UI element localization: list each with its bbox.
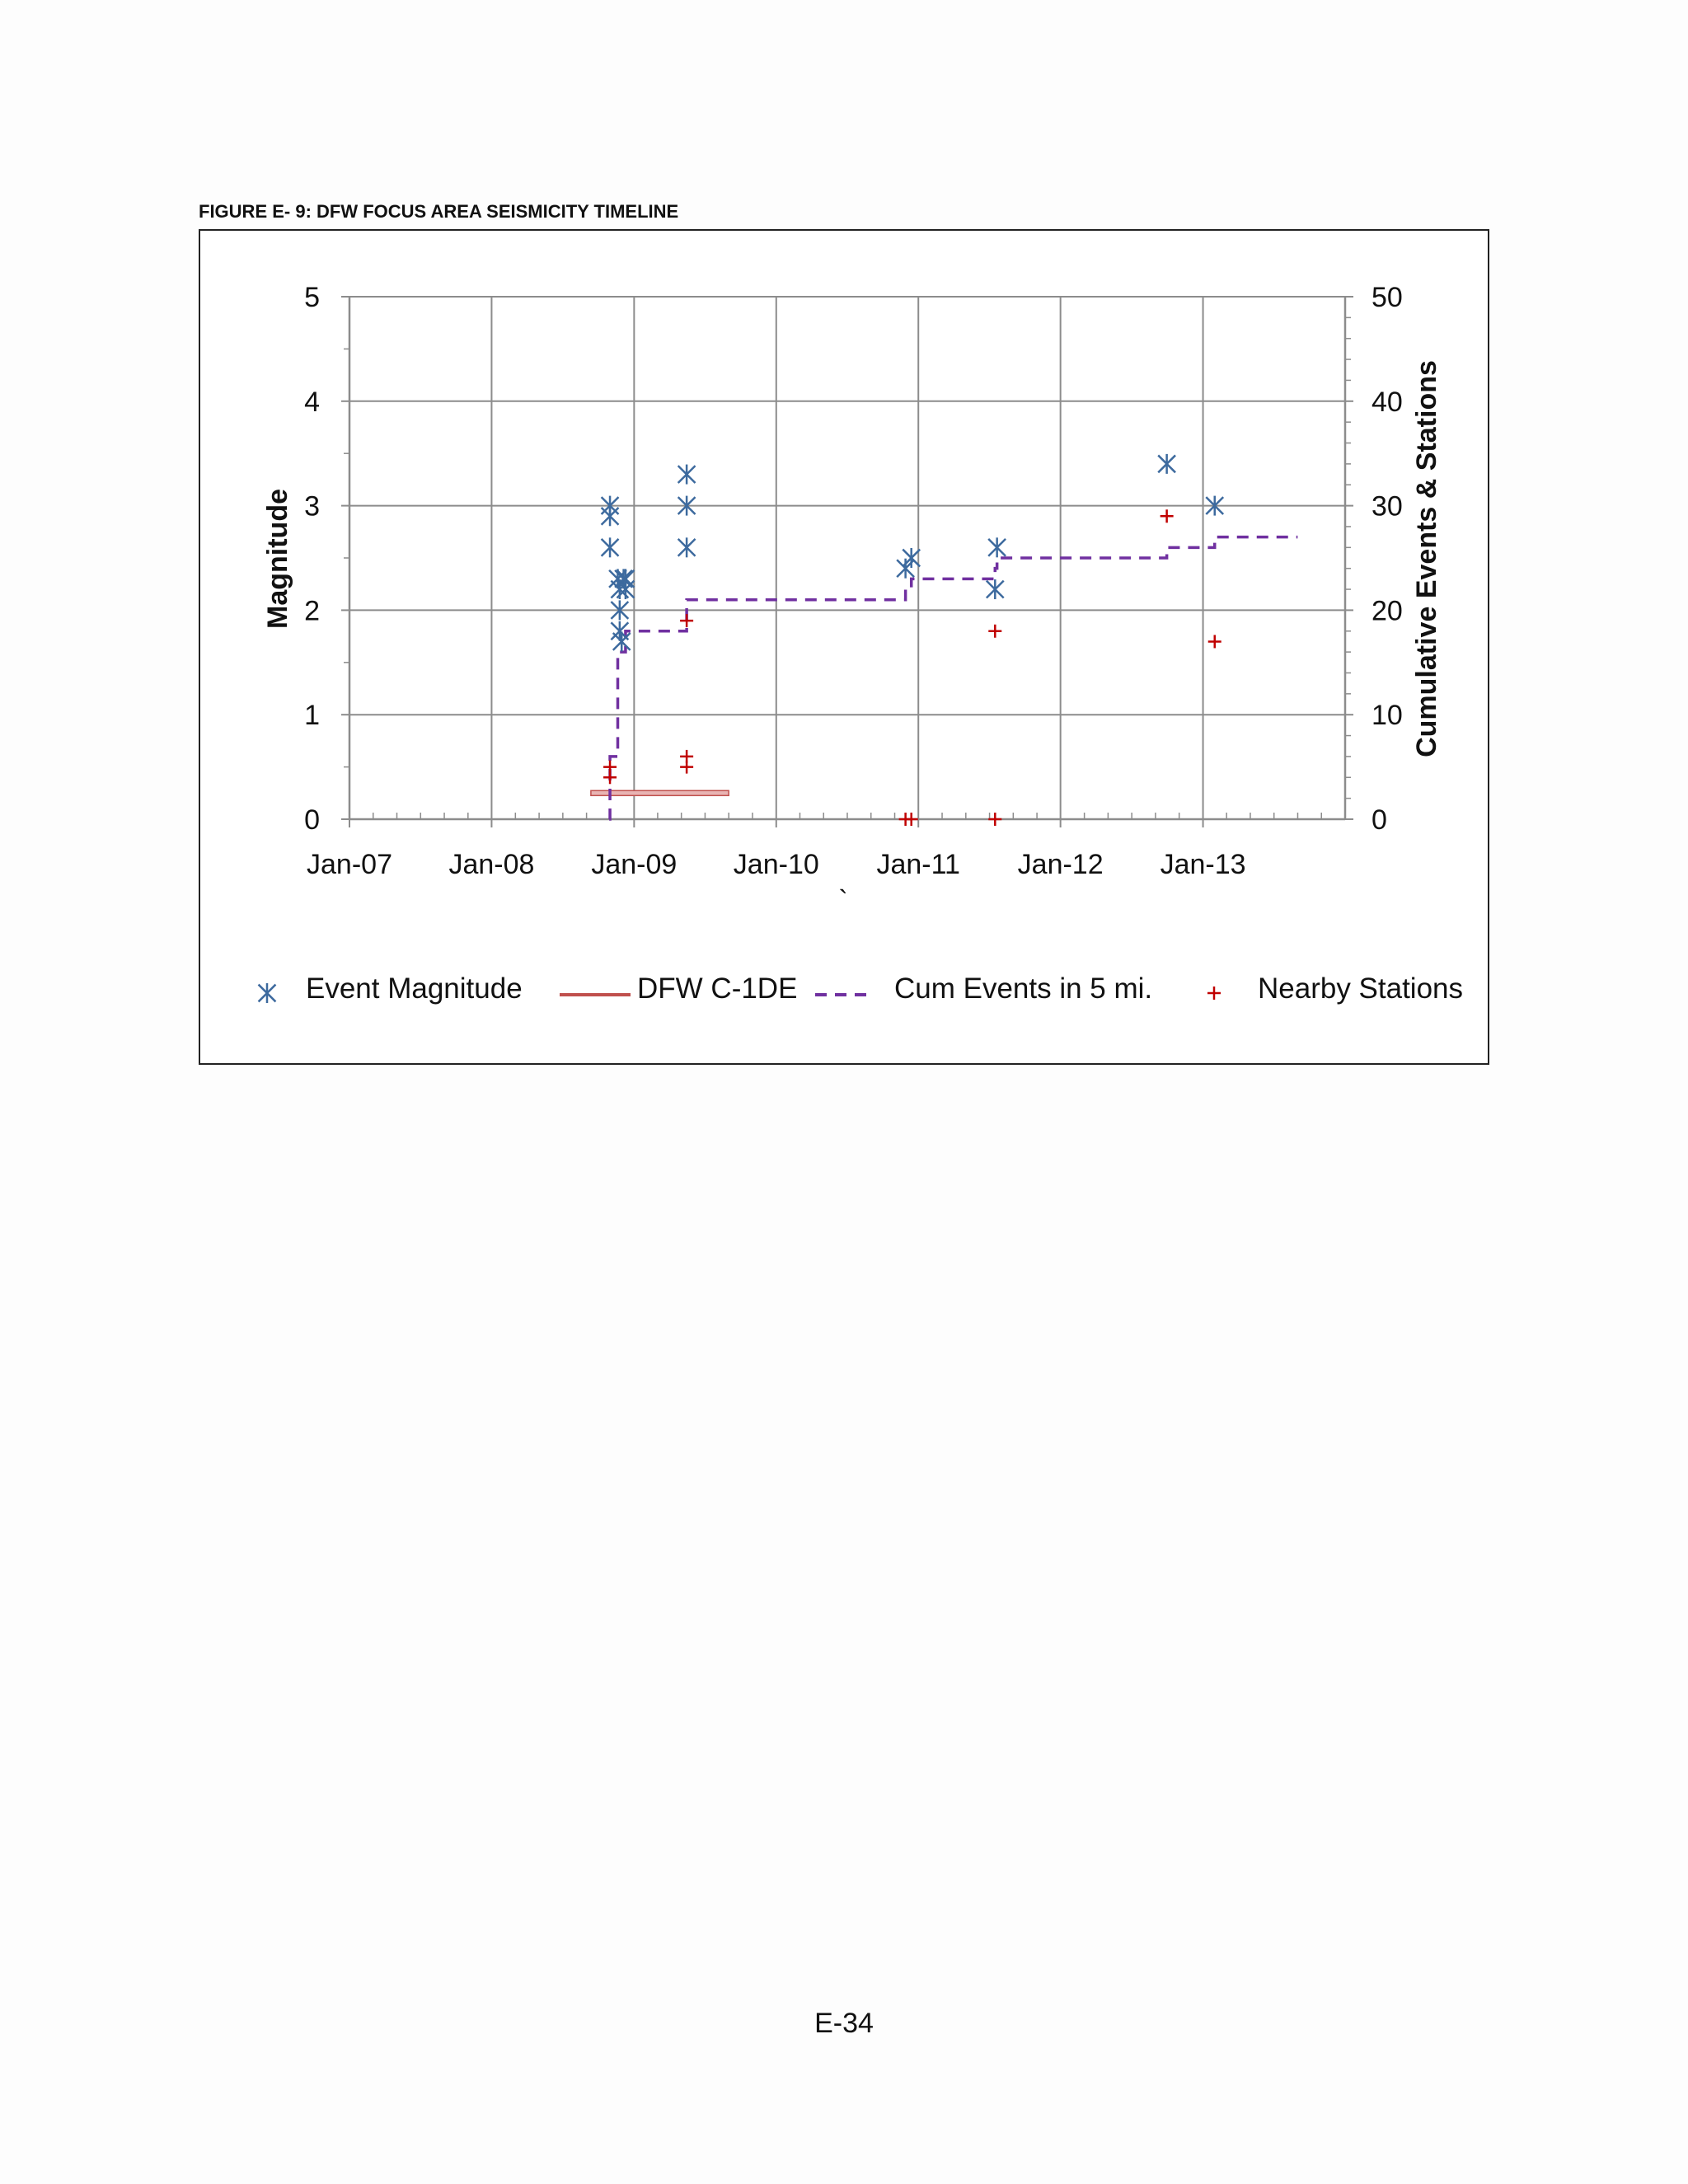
x-tick-label: Jan-09	[591, 849, 677, 880]
y-tick-label: 4	[304, 387, 320, 418]
x-tick-label: Jan-13	[1160, 849, 1246, 880]
axes	[341, 296, 1353, 827]
chart-background	[200, 231, 1488, 1063]
station-point	[988, 813, 1002, 826]
event-magnitude-point	[1205, 495, 1225, 516]
x-tick-label: Jan-12	[1018, 849, 1104, 880]
chart-frame: 0 1 2 3 4 5 0 10 20 30 40 50 Jan-07 Jan-08 Jan-09 Jan-1…	[199, 229, 1489, 1065]
y2-tick-label: 0	[1372, 804, 1387, 836]
event-magnitude-point	[610, 600, 630, 621]
y-tick-label: 3	[304, 491, 320, 523]
event-magnitude-point	[612, 631, 631, 652]
event-magnitude-point	[677, 464, 696, 485]
y2-tick-label: 20	[1372, 595, 1403, 626]
event-magnitude-point	[987, 537, 1006, 558]
legend-label-cum-events: Cum Events in 5 mi.	[894, 972, 1152, 1005]
legend-marker-plus	[1207, 987, 1221, 1000]
event-magnitude-point	[677, 537, 696, 558]
y2-axis-title: Cumulative Events & Stations	[1411, 360, 1442, 757]
well-injection-bar	[590, 790, 729, 797]
series-layer	[590, 453, 1298, 826]
station-point	[680, 614, 694, 628]
x-tick-label: Jan-08	[448, 849, 534, 880]
legend-item-cum-events: Cum Events in 5 mi.	[815, 972, 1152, 1005]
x-tick-label: Jan-11	[876, 849, 959, 880]
legend: Event Magnitude DFW C-1DE Cum Events in …	[257, 972, 1463, 1005]
legend-asterisk	[257, 983, 277, 1003]
legend-plus	[1207, 987, 1221, 1000]
y-tick-label: 5	[304, 282, 320, 313]
cumulative-events-line	[608, 535, 1298, 821]
legend-label-event-magnitude: Event Magnitude	[306, 972, 523, 1005]
legend-label-dfw-c-1de: DFW C-1DE	[637, 972, 797, 1005]
legend-item-event-magnitude: Event Magnitude	[257, 972, 523, 1005]
event-magnitude-point	[616, 579, 635, 600]
y-tick-label: 1	[304, 700, 320, 731]
y2-tick-label: 10	[1372, 700, 1403, 731]
station-point	[680, 760, 694, 774]
y-tick-label: 2	[304, 595, 320, 626]
station-point	[988, 624, 1002, 638]
x-tick-label: Jan-10	[734, 849, 819, 880]
legend-item-dfw-c-1de: DFW C-1DE	[560, 972, 797, 1005]
legend-label-nearby-stations: Nearby Stations	[1258, 972, 1463, 1005]
event-magnitude-point	[600, 506, 620, 527]
event-magnitude-point	[677, 495, 696, 516]
x-tick-label: Jan-07	[307, 849, 392, 880]
station-point	[1160, 509, 1174, 523]
station-point	[603, 771, 617, 785]
y-axis-title: Magnitude	[262, 489, 293, 629]
station-point	[1207, 635, 1221, 649]
event-magnitude-point	[1157, 453, 1176, 474]
event-magnitude-point	[600, 537, 620, 558]
figure-caption: FIGURE E- 9: DFW FOCUS AREA SEISMICITY T…	[199, 201, 679, 222]
y2-tick-label: 30	[1372, 491, 1403, 523]
y-tick-label: 0	[304, 804, 320, 836]
event-magnitude-point	[902, 548, 921, 568]
station-point	[904, 813, 918, 826]
y2-tick-label: 40	[1372, 387, 1403, 418]
legend-marker-asterisk	[257, 983, 277, 1003]
event-magnitude-point	[985, 579, 1005, 600]
stray-mark: `	[838, 885, 847, 916]
y2-tick-label: 50	[1372, 282, 1403, 313]
legend-item-nearby-stations: Nearby Stations	[1207, 972, 1463, 1005]
page-number: E-34	[814, 2008, 874, 2039]
